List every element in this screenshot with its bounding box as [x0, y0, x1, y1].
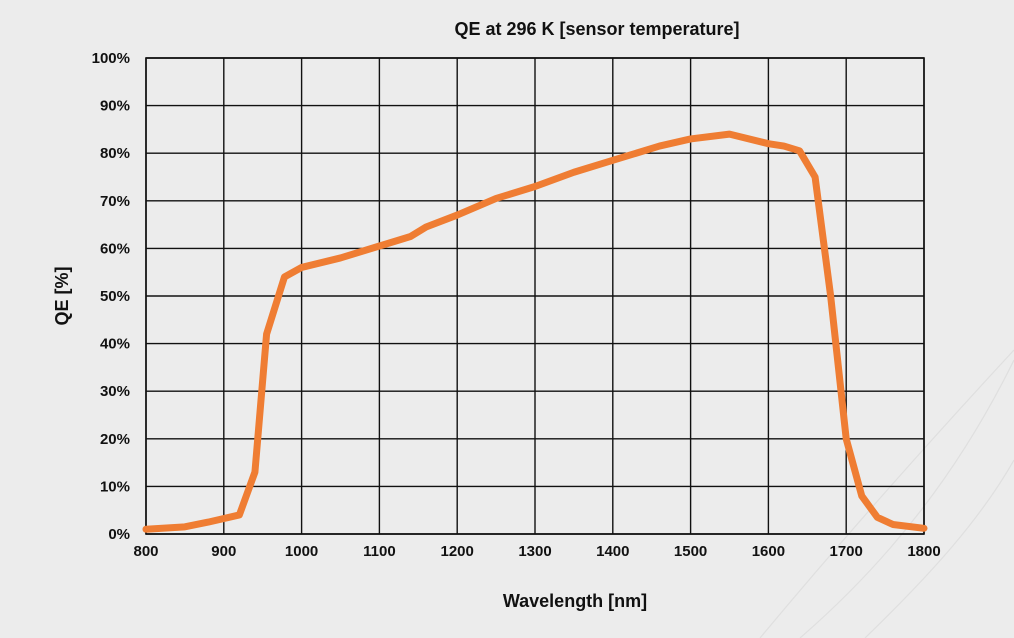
- y-tick-label: 90%: [100, 98, 130, 115]
- x-tick-label: 1700: [830, 543, 863, 560]
- series-line: [142, 130, 928, 533]
- x-tick-label: 1500: [674, 543, 707, 560]
- y-tick-label: 30%: [100, 383, 130, 400]
- x-tick-label: 1600: [752, 543, 785, 560]
- y-axis-label: QE [%]: [52, 266, 72, 325]
- x-tick-label: 900: [211, 543, 236, 560]
- y-tick-label: 50%: [100, 288, 130, 305]
- y-tick-label: 40%: [100, 336, 130, 353]
- x-tick-label: 1300: [518, 543, 551, 560]
- x-tick-label: 1400: [596, 543, 629, 560]
- y-tick-label: 0%: [108, 526, 130, 543]
- decor-arc-1: [799, 359, 1014, 638]
- background-decoration: [759, 349, 1014, 638]
- chart-title: QE at 296 K [sensor temperature]: [454, 19, 739, 39]
- decor-arc-3: [759, 349, 1014, 638]
- y-tick-label: 100%: [92, 50, 130, 67]
- grid: [145, 57, 925, 535]
- y-tick-label: 10%: [100, 478, 130, 495]
- x-tick-label: 800: [133, 543, 158, 560]
- series-layer: [142, 130, 928, 533]
- plot-frame: [145, 57, 925, 535]
- y-tick-label: 60%: [100, 240, 130, 257]
- decor-arc-2: [864, 459, 1014, 638]
- x-tick-label: 1800: [907, 543, 940, 560]
- x-tick-label: 1000: [285, 543, 318, 560]
- y-tick-label: 70%: [100, 193, 130, 210]
- tick-labels: 800 900 1000 1100 1200 1300 1400 1500 1600 1700 18…: [92, 50, 941, 560]
- x-tick-label: 1200: [441, 543, 474, 560]
- y-tick-label: 80%: [100, 145, 130, 162]
- x-axis-label: Wavelength [nm]: [503, 591, 647, 611]
- y-tick-label: 20%: [100, 431, 130, 448]
- x-tick-label: 1100: [363, 543, 396, 560]
